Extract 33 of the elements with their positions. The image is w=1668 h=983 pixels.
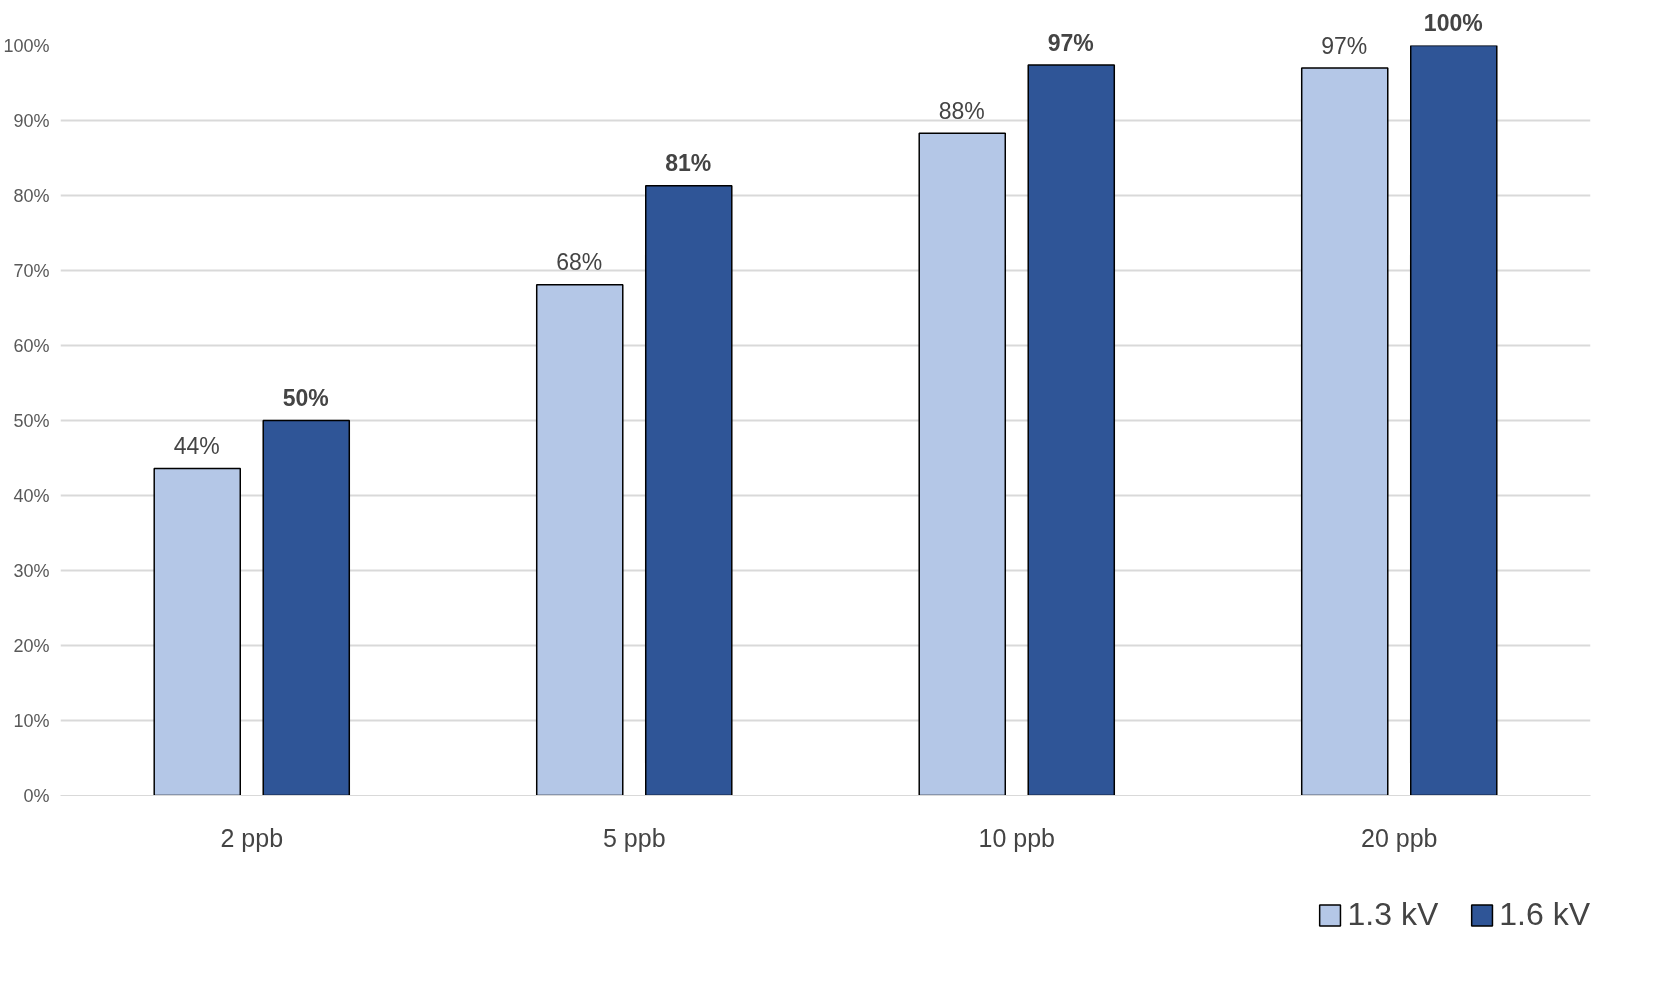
bar — [535, 284, 624, 796]
data-label: 44% — [173, 433, 220, 460]
y-tick-label: 0% — [23, 785, 50, 806]
data-label: 81% — [665, 150, 712, 178]
bar — [1409, 45, 1498, 796]
y-tick-label: 90% — [13, 110, 50, 131]
data-label: 88% — [938, 97, 985, 125]
bar — [1300, 67, 1389, 796]
data-label: 100% — [1423, 10, 1483, 37]
y-tick-label: 50% — [13, 410, 50, 431]
x-tick-label: 10 ppb — [978, 823, 1055, 852]
y-tick-label: 70% — [13, 260, 50, 281]
y-tick-label: 80% — [13, 185, 50, 206]
x-tick-label: 20 ppb — [1361, 823, 1438, 852]
y-tick-label: 10% — [13, 710, 50, 731]
bar — [1027, 64, 1116, 796]
y-tick-label: 30% — [13, 560, 50, 581]
y-tick-label: 20% — [13, 635, 50, 656]
y-tick-label: 40% — [13, 485, 50, 506]
legend-label: 1.3 kV — [1347, 896, 1439, 933]
bar — [918, 132, 1007, 796]
data-label: 50% — [282, 385, 329, 412]
x-tick-label: 5 ppb — [602, 823, 666, 852]
x-tick-label: 2 ppb — [220, 823, 284, 852]
data-label: 97% — [1321, 32, 1368, 60]
y-tick-label: 60% — [13, 335, 50, 356]
data-label: 68% — [556, 249, 603, 277]
bar — [153, 467, 242, 796]
legend-label: 1.6 kV — [1499, 896, 1590, 933]
data-label: 97% — [1047, 29, 1094, 57]
y-tick-label: 100% — [3, 35, 50, 56]
bar — [262, 419, 351, 796]
bar — [644, 185, 733, 796]
